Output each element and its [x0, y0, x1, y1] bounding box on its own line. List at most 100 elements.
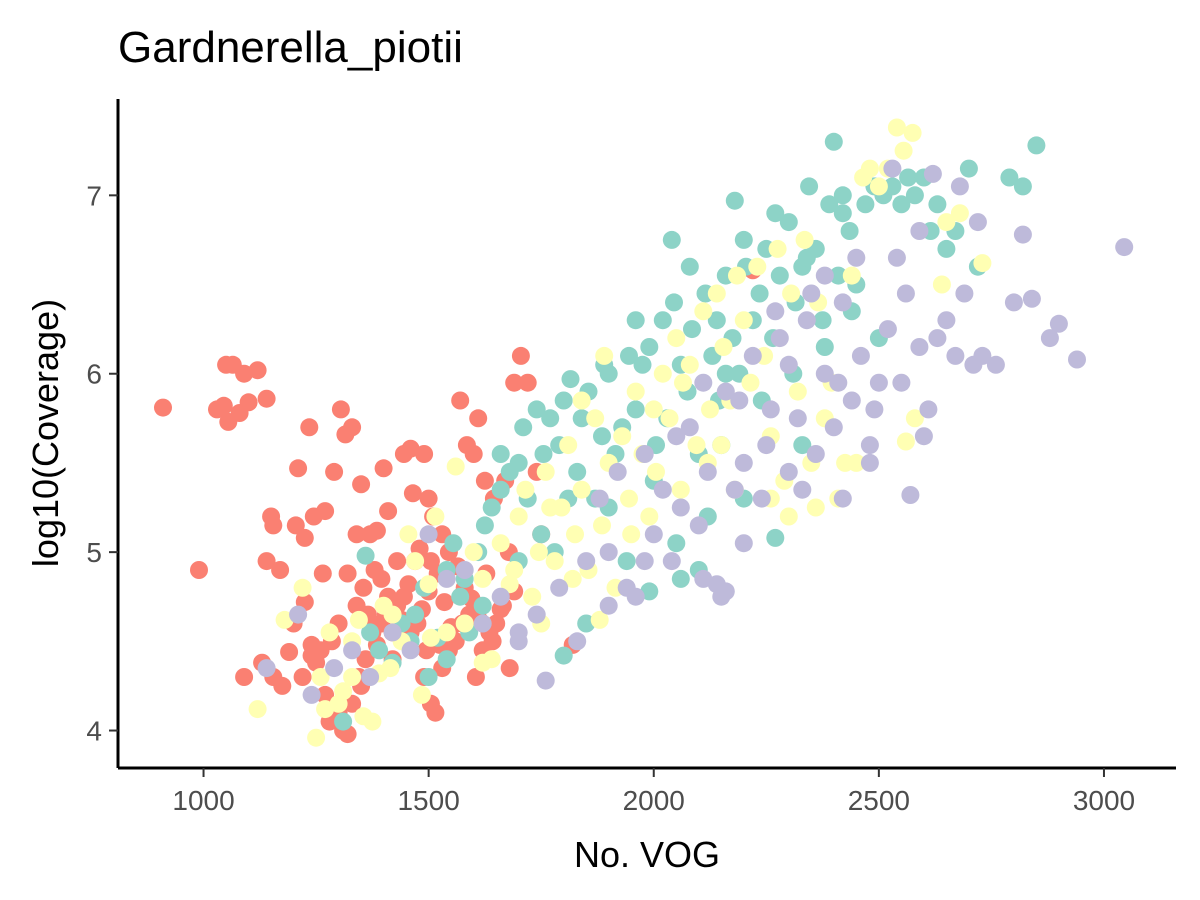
data-point — [815, 266, 834, 285]
data-point — [730, 391, 749, 410]
data-point — [973, 254, 992, 273]
data-point — [968, 213, 987, 232]
data-point — [644, 400, 663, 419]
data-point — [620, 346, 638, 365]
data-point — [768, 239, 787, 258]
data-point — [541, 498, 560, 517]
data-point — [554, 646, 573, 665]
data-point — [527, 605, 546, 624]
data-point — [813, 311, 832, 330]
data-point — [1040, 329, 1059, 348]
data-point — [905, 409, 924, 428]
data-point — [779, 213, 798, 232]
data-point — [725, 191, 744, 210]
data-point — [894, 141, 913, 160]
y-tick-label: 6 — [86, 359, 102, 390]
data-point — [1013, 177, 1032, 196]
data-point — [748, 257, 767, 276]
data-point — [860, 453, 879, 472]
data-point — [923, 164, 942, 183]
data-point — [473, 569, 492, 588]
data-point — [437, 569, 456, 588]
x-tick-label: 1500 — [397, 785, 459, 816]
data-point — [455, 614, 474, 633]
data-point — [482, 498, 501, 517]
data-point — [473, 596, 492, 615]
data-point — [289, 605, 308, 624]
data-point — [910, 338, 929, 356]
data-point — [331, 400, 350, 419]
data-point — [568, 462, 587, 481]
data-point — [899, 168, 918, 187]
data-point — [937, 239, 956, 258]
data-point — [514, 418, 533, 437]
data-point — [788, 382, 807, 401]
data-point — [313, 564, 332, 583]
data-point — [779, 507, 798, 526]
data-point — [464, 445, 483, 463]
data-point — [671, 480, 690, 499]
data-point — [532, 525, 551, 544]
data-point — [950, 177, 969, 196]
data-point — [779, 462, 798, 481]
data-point — [734, 534, 753, 553]
data-point — [806, 498, 825, 517]
data-point — [955, 284, 974, 303]
data-point — [766, 204, 785, 223]
data-point — [554, 391, 573, 410]
data-point — [937, 213, 956, 232]
data-point — [687, 436, 706, 455]
data-point — [505, 373, 524, 392]
data-point — [320, 623, 339, 642]
data-point — [770, 329, 789, 348]
x-tick-label: 2000 — [623, 785, 685, 816]
data-point — [869, 177, 888, 196]
data-point — [264, 516, 283, 535]
data-point — [545, 552, 564, 571]
chart-title: Gardnerella_piotii — [118, 23, 463, 72]
y-tick-label: 5 — [86, 537, 102, 568]
data-point — [379, 502, 398, 521]
data-point — [509, 632, 528, 651]
data-point — [349, 610, 368, 629]
data-point — [712, 436, 731, 455]
data-point — [388, 552, 407, 571]
data-point — [793, 480, 812, 499]
data-point — [475, 516, 494, 535]
data-point — [734, 311, 753, 330]
data-point — [334, 712, 353, 731]
data-point — [761, 400, 780, 419]
data-point — [788, 409, 807, 428]
data-point — [455, 561, 474, 579]
data-point — [901, 486, 920, 504]
data-point — [613, 427, 632, 446]
data-point — [343, 641, 362, 660]
data-point — [367, 521, 386, 540]
data-point — [529, 543, 548, 562]
data-point — [316, 502, 335, 521]
y-tick-label: 4 — [86, 716, 102, 747]
data-point — [716, 382, 735, 401]
data-point — [757, 436, 776, 455]
data-point — [820, 195, 839, 214]
data-point — [536, 671, 555, 690]
data-point — [750, 284, 769, 303]
data-point — [534, 445, 553, 463]
data-point — [833, 204, 852, 223]
data-point — [905, 186, 924, 205]
data-point — [325, 659, 344, 678]
data-point — [295, 528, 314, 547]
points-layer — [154, 118, 1134, 747]
data-point — [419, 489, 438, 508]
data-point — [257, 389, 276, 408]
data-point — [640, 582, 659, 601]
data-point — [572, 391, 591, 410]
data-point — [451, 587, 470, 606]
data-point — [986, 355, 1005, 374]
data-point — [824, 132, 843, 151]
data-point — [1013, 225, 1032, 244]
data-point — [671, 569, 690, 588]
data-point — [716, 364, 735, 383]
data-point — [437, 650, 456, 669]
